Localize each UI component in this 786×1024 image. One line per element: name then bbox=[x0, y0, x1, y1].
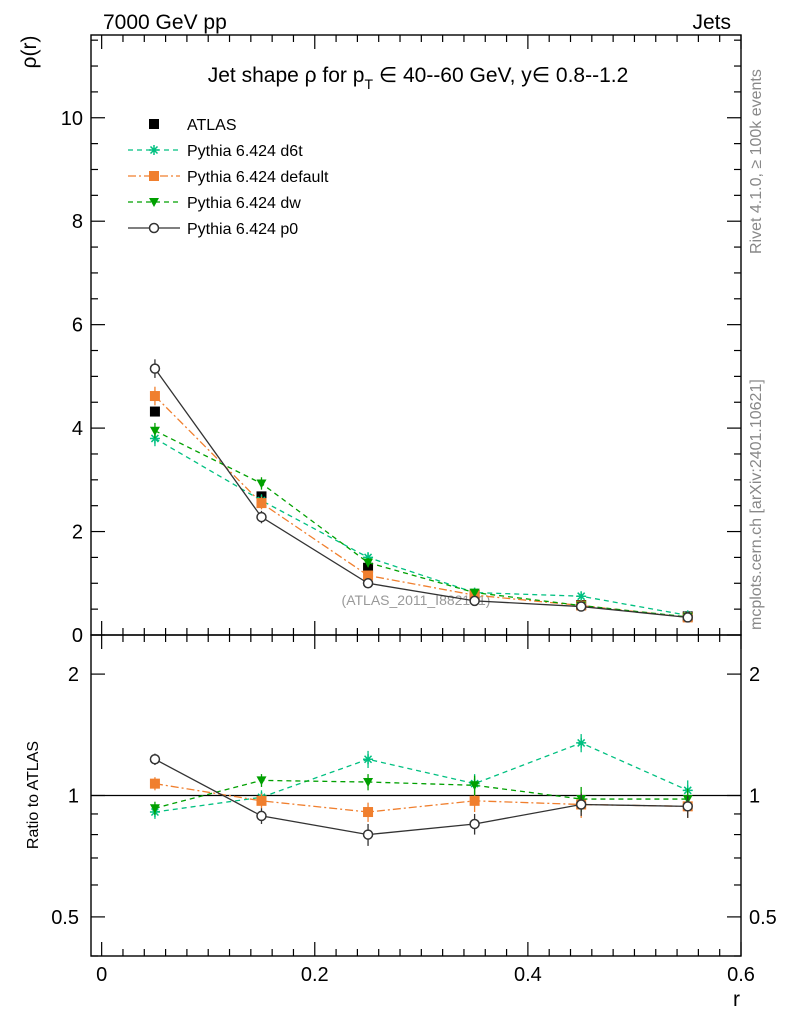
legend-label: Pythia 6.424 d6t bbox=[187, 143, 303, 160]
ratio-data-point bbox=[363, 754, 374, 765]
legend-label: Pythia 6.424 default bbox=[187, 169, 329, 186]
ratio-series-line bbox=[154, 758, 688, 836]
data-point bbox=[363, 558, 374, 568]
x-tick-label: 0 bbox=[96, 964, 107, 986]
header-right: Jets bbox=[692, 11, 731, 34]
legend: ATLAS Pythia 6.424 d6t Pythia 6.424 defaul… bbox=[128, 117, 329, 238]
data-point bbox=[363, 570, 374, 581]
main-y-tick-label: 0 bbox=[72, 625, 83, 647]
data-point bbox=[256, 479, 267, 489]
legend-entry: Pythia 6.424 p0 bbox=[128, 221, 298, 238]
ratio-y-tick-label: 0.5 bbox=[51, 907, 79, 929]
data-point bbox=[363, 552, 374, 563]
series-pythia-6-424-p0 bbox=[149, 359, 693, 623]
ratio-data-point bbox=[682, 801, 693, 812]
data-point bbox=[149, 426, 160, 436]
main-y-tick-label: 8 bbox=[72, 211, 83, 233]
ratio-data-point bbox=[469, 781, 480, 791]
ratio-series-pythia-6-424-p0 bbox=[149, 753, 693, 846]
legend-entry: Pythia 6.424 default bbox=[128, 169, 329, 186]
legend-marker bbox=[149, 145, 159, 155]
ratio-series-pythia-6-424-dw bbox=[149, 774, 693, 815]
main-series-group bbox=[149, 359, 693, 623]
series-atlas bbox=[149, 406, 693, 622]
rivet-version-text: Rivet 4.1.0, ≥ 100k events bbox=[748, 69, 765, 254]
ratio-data-point bbox=[256, 795, 267, 806]
legend-label: ATLAS bbox=[187, 117, 237, 134]
title-suffix: ∈ 40--60 GeV, y∈ 0.8--1.2 bbox=[373, 64, 628, 87]
x-tick-label: 0.2 bbox=[301, 964, 329, 986]
series-line bbox=[154, 437, 688, 616]
ratio-data-point bbox=[576, 737, 587, 748]
series-line bbox=[154, 430, 688, 618]
data-point bbox=[575, 601, 587, 612]
ratio-y-tick-label: 1 bbox=[68, 786, 79, 808]
legend-label: Pythia 6.424 dw bbox=[187, 195, 301, 212]
series-line bbox=[154, 368, 688, 619]
main-y-tick-label: 2 bbox=[72, 522, 83, 544]
ratio-y-tick-label: 2 bbox=[68, 664, 79, 686]
ratio-data-point bbox=[362, 829, 374, 840]
main-axis-ticks: 0 2 4 6 8 10 bbox=[61, 35, 742, 647]
ratio-series-line bbox=[154, 783, 688, 813]
data-point bbox=[469, 588, 480, 598]
series-line bbox=[154, 395, 688, 619]
title-subscript: T bbox=[364, 76, 373, 92]
legend-label: Pythia 6.424 p0 bbox=[187, 221, 298, 238]
data-point bbox=[362, 578, 374, 589]
ratio-y-tick-label-right: 0.5 bbox=[749, 907, 777, 929]
ratio-data-point bbox=[149, 778, 160, 789]
y-axis-label-main: ρ(r) bbox=[18, 36, 41, 69]
mcplots-reference-text: mcplots.cern.ch [arXiv:2401.10621] bbox=[748, 379, 765, 630]
data-point bbox=[256, 498, 267, 509]
main-y-tick-label: 6 bbox=[72, 315, 83, 337]
ratio-data-point bbox=[575, 799, 587, 810]
legend-marker bbox=[148, 222, 160, 234]
ratio-y-tick-label-right: 2 bbox=[749, 664, 760, 686]
legend-entry: Pythia 6.424 d6t bbox=[128, 143, 303, 160]
x-tick-label: 0.6 bbox=[727, 964, 755, 986]
x-axis-label: r bbox=[733, 988, 740, 1011]
data-point bbox=[149, 363, 161, 374]
main-y-tick-label: 4 bbox=[72, 418, 83, 440]
ratio-data-point bbox=[363, 807, 374, 818]
data-point bbox=[363, 562, 374, 573]
data-point bbox=[149, 406, 160, 417]
ratio-data-point bbox=[363, 778, 374, 788]
ratio-data-point bbox=[469, 795, 480, 806]
ratio-series-group bbox=[149, 734, 693, 846]
ratio-data-point bbox=[469, 818, 480, 830]
y-axis-label-ratio: Ratio to ATLAS bbox=[25, 741, 42, 849]
ratio-y-tick-label-right: 1 bbox=[749, 786, 760, 808]
legend-marker bbox=[149, 171, 159, 181]
ratio-data-point bbox=[256, 810, 267, 822]
ratio-data-point bbox=[256, 776, 267, 786]
x-tick-label: 0.4 bbox=[514, 964, 542, 986]
data-point bbox=[469, 595, 480, 607]
ratio-data-point bbox=[149, 753, 161, 765]
ratio-series-line bbox=[154, 742, 688, 813]
ratio-axis-ticks: 0 0.2 0.4 0.6 0.5 0.5 1 1 2 2 bbox=[51, 635, 777, 986]
header-left: 7000 GeV pp bbox=[103, 11, 227, 34]
ratio-data-point bbox=[149, 804, 160, 814]
legend-marker bbox=[149, 119, 159, 129]
title-prefix: Jet shape ρ for p bbox=[208, 64, 365, 87]
analysis-watermark: (ATLAS_2011_I882181) bbox=[342, 592, 491, 608]
data-point bbox=[256, 511, 267, 523]
main-plot-title: Jet shape ρ for pT ∈ 40--60 GeV, y∈ 0.8-… bbox=[208, 64, 629, 92]
legend-entry: Pythia 6.424 dw bbox=[128, 195, 301, 212]
data-point bbox=[682, 612, 693, 623]
data-point bbox=[576, 591, 587, 602]
legend-marker bbox=[149, 198, 159, 207]
data-point bbox=[149, 391, 160, 402]
legend-entry: ATLAS bbox=[149, 117, 237, 134]
series-pythia-6-424-default bbox=[149, 386, 693, 623]
ratio-series-line bbox=[154, 779, 688, 809]
main-y-tick-label: 10 bbox=[61, 108, 83, 130]
